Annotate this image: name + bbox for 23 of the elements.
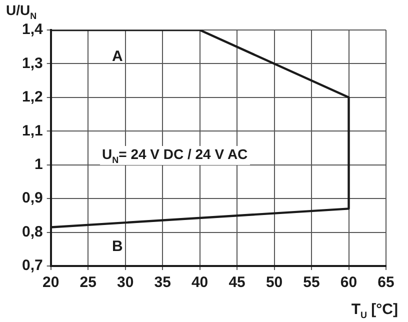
y-tick-label: 1 xyxy=(34,156,43,173)
x-tick-label: 45 xyxy=(228,274,246,292)
y-tick-label: 1,4 xyxy=(22,21,44,38)
x-tick-label: 40 xyxy=(191,274,208,292)
x-tick-label: 60 xyxy=(340,274,358,292)
x-tick-label: 35 xyxy=(154,274,171,292)
y-tick-label: 0,9 xyxy=(22,190,43,207)
x-tick-label: 65 xyxy=(378,274,394,292)
y-tick-label: 0,7 xyxy=(22,257,43,274)
x-tick-label: 20 xyxy=(42,274,60,292)
x-tick-label: 50 xyxy=(266,274,283,292)
y-axis-title: U/U$_{N}$ xyxy=(6,2,37,21)
annotation: A xyxy=(112,48,123,65)
y-tick-label: 0,8 xyxy=(22,223,43,240)
annotation: U$_{N}$= 24 V DC / 24 V AC xyxy=(100,146,250,165)
annotation: B xyxy=(112,238,123,255)
x-tick-label: 25 xyxy=(80,274,96,292)
x-axis-title: T$_{U}$ [°C] xyxy=(351,301,398,320)
y-tick-label: 1,3 xyxy=(22,54,43,72)
y-tick-label: 1,2 xyxy=(22,88,43,106)
y-tick-label: 1,1 xyxy=(22,122,43,140)
x-tick-label: 55 xyxy=(303,274,320,292)
x-tick-label: 30 xyxy=(116,274,134,292)
